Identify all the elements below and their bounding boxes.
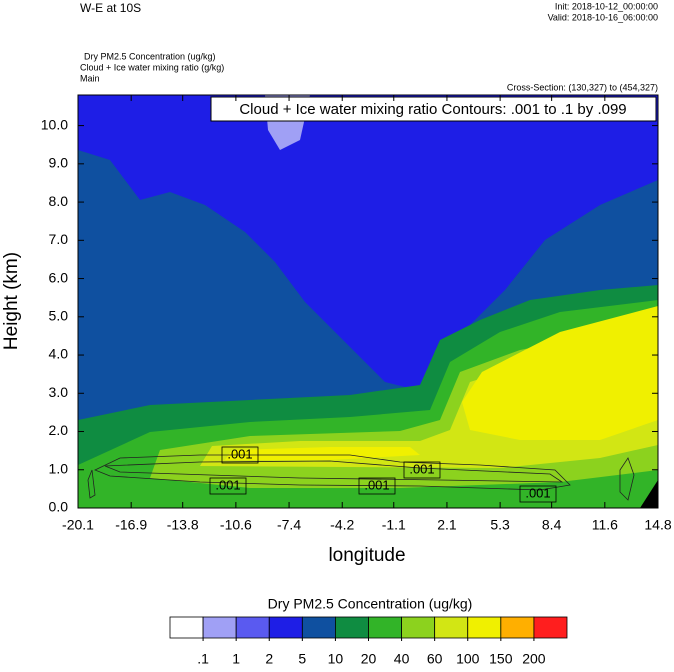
colorbar-label: 100 [456, 651, 480, 667]
cross-section: Cross-Section: (130,327) to (454,327) [507, 82, 658, 92]
x-axis-label: longitude [328, 545, 405, 566]
x-tick-label: 8.4 [542, 517, 562, 533]
valid-time: Valid: 2018-10-16_06:00:00 [548, 12, 658, 22]
colorbar-box [434, 616, 469, 639]
y-tick-label: 10.0 [41, 116, 68, 132]
y-tick-label: 0.0 [49, 499, 69, 515]
colorbar-label: 1 [232, 651, 240, 667]
contour-label: .001 [525, 485, 550, 500]
masked-terrain [640, 480, 658, 508]
x-tick-label: -4.2 [330, 517, 354, 533]
colorbar-box [235, 616, 270, 639]
fill-region [462, 306, 658, 440]
colorbar-label: 40 [394, 651, 410, 667]
contour-label-box [403, 461, 441, 479]
x-tick-label: -10.6 [220, 517, 252, 533]
y-tick-label: 1.0 [49, 460, 69, 476]
colorbar-box [368, 616, 402, 639]
colorbar-box [335, 616, 369, 639]
colorbar-label: 2 [265, 651, 273, 667]
colorbar-box [268, 616, 303, 639]
colorbar-title: Dry PM2.5 Concentration (ug/kg) [268, 596, 473, 612]
contour-label-box [221, 446, 259, 464]
y-tick-label: 5.0 [49, 307, 69, 323]
x-tick-label: -20.1 [62, 517, 94, 533]
field-line: Cloud + Ice water mixing ratio (g/kg) [80, 62, 224, 72]
colorbar-box [401, 616, 436, 639]
contour-lines [87, 454, 635, 501]
contour-label: .001 [364, 477, 389, 492]
colorbar-box [500, 616, 535, 639]
x-tick-label: -1.1 [382, 517, 406, 533]
y-tick-label: 6.0 [49, 269, 69, 285]
fill-region [78, 95, 658, 392]
contour-note-box [210, 96, 657, 122]
plot-frame [77, 94, 659, 509]
x-tick-label: 11.6 [592, 517, 618, 533]
contour-label: .001 [215, 477, 240, 492]
colorbar-label: 5 [298, 651, 306, 667]
colorbar-label: 20 [361, 651, 377, 667]
colorbar-label: .1 [197, 651, 209, 667]
contour-label: .001 [409, 461, 434, 476]
x-tick-label: 5.3 [490, 517, 510, 533]
y-tick-label: 9.0 [49, 155, 69, 171]
x-tick-label: -13.8 [167, 517, 199, 533]
x-tick-label: -7.4 [277, 517, 301, 533]
contour-label-box [519, 485, 557, 503]
y-tick-label: 2.0 [49, 422, 69, 438]
chart-title: W-E at 10S [80, 1, 141, 15]
field-line: Main [80, 73, 100, 83]
colorbar-box [467, 616, 502, 639]
colorbar-box [533, 616, 568, 639]
contour-label-box [209, 477, 247, 495]
x-tick-label: 14.8 [644, 517, 671, 533]
colorbar-box [202, 616, 237, 639]
colorbar-box [169, 616, 204, 639]
fill-region [225, 447, 420, 460]
colorbar-label: 200 [522, 651, 546, 667]
contour-label-box [358, 477, 396, 495]
colorbar-label: 60 [427, 651, 443, 667]
y-axis-label: Height (km) [1, 252, 22, 350]
colorbar-label: 150 [489, 651, 513, 667]
contour-label: .001 [227, 446, 252, 461]
y-tick-label: 4.0 [49, 346, 69, 362]
contour-field [78, 95, 658, 508]
y-tick-label: 7.0 [49, 231, 69, 247]
colorbar-label: 10 [328, 651, 344, 667]
x-tick-label: -16.9 [115, 517, 147, 533]
contour-note: Cloud + Ice water mixing ratio Contours:… [239, 101, 626, 118]
colorbar-box [301, 616, 336, 639]
y-tick-label: 8.0 [49, 193, 69, 209]
y-tick-label: 3.0 [49, 384, 69, 400]
field-line: Dry PM2.5 Concentration (ug/kg) [84, 51, 216, 61]
x-tick-label: 2.1 [437, 517, 457, 533]
init-time: Init: 2018-10-12_00:00:00 [555, 1, 658, 11]
